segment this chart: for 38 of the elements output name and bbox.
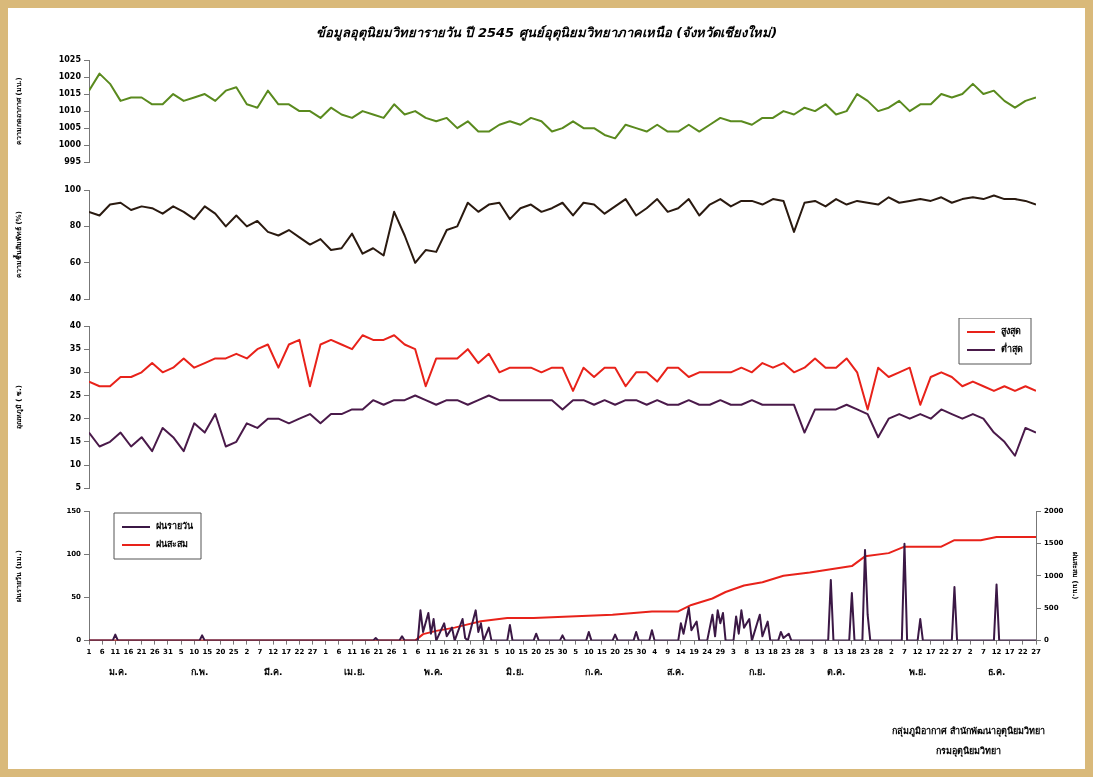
y-tick-label: 5 [75, 483, 82, 493]
legend-label: ฝนสะสม [156, 539, 188, 550]
text: กลุ่มภูมิอากาศ สำนักพัฒนาอุตุนิยมวิทยา [891, 725, 1045, 739]
y-tick-label: 25 [69, 390, 82, 400]
y-tick-label: 35 [69, 344, 82, 354]
y-tick-label: 100 [64, 185, 82, 195]
y-tick-label: 1015 [58, 89, 82, 99]
text: พ.ย. [908, 666, 927, 679]
legend-label: ฝนรายวัน [156, 521, 194, 532]
y-tick-label: 40 [69, 294, 82, 304]
y-tick-label: 30 [69, 367, 82, 377]
text: ต.ค. [826, 666, 846, 679]
y-tick-label: 80 [69, 221, 82, 231]
text: มี.ค. [263, 666, 283, 679]
text: ก.ย. [748, 666, 766, 679]
y-tick-label: 1020 [58, 72, 82, 82]
y-tick-label: 40 [69, 321, 82, 331]
y-tick-label: 60 [69, 257, 82, 267]
y-tick-label: 1000 [58, 140, 82, 150]
y-tick-label: 995 [64, 157, 82, 167]
legend-label: สูงสุด [1001, 326, 1021, 338]
y-tick-label: 1025 [58, 55, 82, 65]
text: กรมอุตุนิยมวิทยา [934, 745, 1002, 759]
legend-label: ต่ำสุด [1001, 342, 1023, 356]
text: ม.ค. [108, 666, 128, 679]
y-tick-label: 10 [69, 460, 82, 470]
chart-title: ข้อมูลอุตุนิยมวิทยารายวัน ปี 2545 ศูนย์อุตุนิยมวิทยาภาคเหนือ (จังหวัดเชียงใหม่) [314, 24, 779, 43]
text: เม.ย. [344, 666, 366, 679]
text: ก.พ. [190, 666, 209, 679]
y-tick-label: 1005 [58, 123, 82, 133]
y-tick-label: 1010 [58, 106, 82, 116]
text: พ.ค. [424, 666, 444, 679]
y-tick-label: 20 [69, 413, 82, 423]
text: ธ.ค. [987, 666, 1006, 679]
text: ส.ค. [666, 666, 685, 679]
y-tick-label: 15 [69, 436, 82, 446]
text: ก.ค. [585, 666, 603, 679]
text: มิ.ย. [506, 666, 525, 679]
